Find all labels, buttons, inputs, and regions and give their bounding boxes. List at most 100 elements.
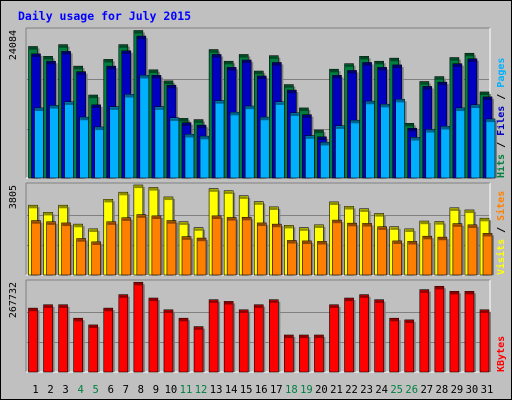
bar-sites-day-6 bbox=[106, 221, 118, 276]
bar-kbytes-day-26-top bbox=[405, 320, 414, 323]
bar-kbytes-day-18-top bbox=[284, 335, 293, 339]
bar-pages-day-31-body bbox=[485, 118, 496, 179]
day-label: 22 bbox=[345, 384, 358, 396]
bar-kbytes-day-21 bbox=[329, 304, 341, 373]
bar-hits-day-23-top bbox=[360, 56, 368, 60]
bar-files-day-20-top bbox=[318, 137, 326, 140]
bar-sites-day-23-body bbox=[362, 223, 372, 276]
visits-panel-max-label: 3805 bbox=[8, 185, 19, 209]
bar-visits-day-22-top bbox=[345, 207, 353, 210]
bar-kbytes-day-12-top bbox=[194, 327, 203, 330]
bar-visits-day-28-top bbox=[435, 222, 444, 225]
bar-visits-day-27-top bbox=[420, 221, 429, 225]
bar-sites-day-15-top bbox=[242, 217, 251, 221]
bar-visits-day-3-top bbox=[59, 205, 67, 209]
bar-sites-day-10-body bbox=[166, 220, 177, 276]
bar-kbytes-day-6-body bbox=[103, 307, 114, 373]
bar-pages-day-30-top bbox=[471, 105, 480, 108]
bar-kbytes-day-28-top bbox=[435, 286, 444, 290]
bar-pages-day-19-body bbox=[305, 135, 315, 179]
bar-visits-day-9-top bbox=[149, 188, 158, 191]
day-label: 16 bbox=[255, 384, 268, 396]
bar-files-day-18-top bbox=[287, 90, 296, 94]
bar-sites-day-13-body bbox=[211, 215, 222, 276]
bar-sites-day-28-top bbox=[438, 237, 447, 241]
bar-files-day-24-top bbox=[378, 67, 387, 71]
bar-files-day-30-top bbox=[468, 59, 477, 62]
bar-pages-day-10-body bbox=[169, 117, 180, 179]
bar-kbytes-day-16-top bbox=[254, 305, 263, 308]
bar-kbytes-day-20-body bbox=[314, 334, 324, 373]
bar-sites-day-12-body bbox=[196, 237, 207, 276]
bar-sites-day-16 bbox=[256, 222, 269, 276]
bar-pages-day-29-top bbox=[456, 108, 465, 112]
bar-kbytes-day-12 bbox=[193, 326, 206, 373]
bar-visits-day-1-top bbox=[29, 205, 37, 209]
hits-panel-legend: Hits / Files / Pages bbox=[495, 58, 507, 178]
bar-pages-day-6-top bbox=[110, 107, 119, 110]
bar-files-day-6-top bbox=[107, 66, 116, 70]
bar-kbytes-day-25-body bbox=[389, 317, 400, 373]
bar-pages-day-15-body bbox=[244, 105, 255, 179]
bar-pages-day-19-top bbox=[306, 136, 314, 139]
legend-entry: Hits bbox=[495, 154, 507, 178]
bar-kbytes-day-21-body bbox=[329, 304, 339, 373]
bar-sites-day-24 bbox=[377, 226, 389, 276]
visits-panel: 3805 Visits / Sites bbox=[8, 182, 507, 276]
bar-kbytes-day-15-top bbox=[239, 310, 248, 313]
day-label: 2 bbox=[47, 384, 53, 396]
kbytes-panel-legend: KBytes bbox=[496, 336, 507, 372]
bar-pages-day-31-top bbox=[486, 119, 495, 123]
chart-panels: 24084 Hits / Files / Pages 3805 Visits / Si… bbox=[8, 27, 507, 373]
bar-hits-day-24-top bbox=[375, 61, 384, 65]
bar-pages-day-1-body bbox=[34, 107, 44, 179]
day-label: 11 bbox=[180, 384, 193, 396]
bar-pages-day-5-body bbox=[94, 126, 104, 179]
bar-pages-day-20-body bbox=[320, 142, 330, 179]
bar-sites-day-1-top bbox=[32, 221, 40, 224]
bar-kbytes-day-23-body bbox=[359, 294, 369, 373]
bar-kbytes-day-17-top bbox=[269, 300, 278, 303]
day-label: 27 bbox=[420, 384, 433, 396]
bar-sites-day-12-top bbox=[197, 238, 206, 242]
bar-visits-day-21-top bbox=[330, 202, 338, 206]
bar-visits-day-7-top bbox=[119, 192, 128, 196]
bar-files-day-13-top bbox=[212, 55, 221, 58]
bar-visits-day-4-top bbox=[74, 224, 83, 228]
bar-kbytes-day-7-top bbox=[119, 295, 128, 298]
bar-sites-day-9-body bbox=[151, 215, 162, 276]
bar-pages-day-22-top bbox=[351, 120, 359, 124]
bar-visits-day-11-top bbox=[179, 222, 188, 225]
bar-hits-day-1-top bbox=[29, 47, 37, 50]
bar-pages-day-4-top bbox=[80, 117, 89, 121]
bar-hits-day-20-top bbox=[315, 130, 323, 134]
bar-sites-day-11-body bbox=[181, 236, 192, 276]
day-label: 9 bbox=[153, 384, 159, 396]
bar-hits-day-29-top bbox=[450, 58, 459, 61]
bar-pages-day-7-body bbox=[124, 94, 135, 179]
bar-pages-day-21-top bbox=[336, 126, 344, 129]
bar-pages-day-28-body bbox=[440, 126, 451, 179]
bar-visits-day-18-top bbox=[284, 225, 293, 229]
day-label: 25 bbox=[390, 384, 403, 396]
bar-sites-day-9-top bbox=[152, 216, 161, 219]
bar-pages-day-12-top bbox=[200, 136, 209, 140]
bar-pages-day-28-top bbox=[441, 126, 450, 130]
bar-pages-day-23-body bbox=[365, 100, 375, 179]
bar-kbytes-day-1 bbox=[28, 307, 40, 373]
day-label: 23 bbox=[360, 384, 373, 396]
visits-panel-legend: Visits / Sites bbox=[495, 191, 507, 275]
bar-kbytes-day-7 bbox=[118, 294, 130, 373]
day-labels: 1 2 3 4 5 6 7 8 9 10 11 12 13 14 15 16 17 18 19 20 21 22 23 24 2… bbox=[32, 384, 493, 396]
bar-kbytes-day-3-top bbox=[59, 305, 67, 308]
bar-kbytes-day-23 bbox=[359, 294, 371, 373]
bar-visits-day-14-top bbox=[224, 191, 233, 194]
bar-hits-day-31-top bbox=[480, 92, 489, 96]
bar-pages-day-13-top bbox=[215, 101, 224, 104]
bar-sites-day-25 bbox=[392, 240, 404, 276]
bar-kbytes-day-5-body bbox=[88, 324, 98, 373]
hits-panel-max-label: 24084 bbox=[8, 30, 19, 60]
bar-sites-day-26 bbox=[407, 241, 419, 276]
bar-kbytes-day-4 bbox=[73, 317, 85, 373]
